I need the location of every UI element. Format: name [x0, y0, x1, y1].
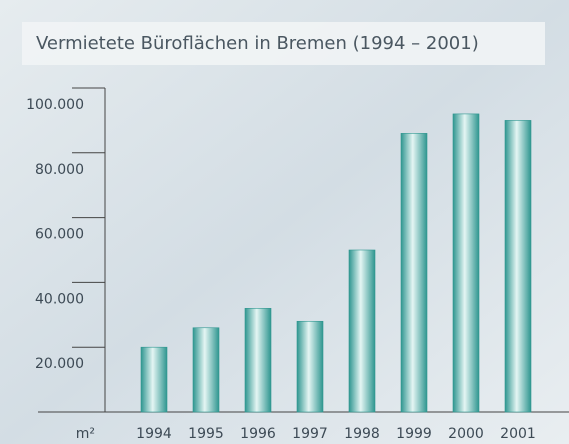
x-tick-label: 2000 [448, 426, 484, 442]
x-tick-label: 2001 [500, 426, 536, 442]
y-tick-label: 100.000 [26, 97, 84, 113]
bar [349, 250, 375, 412]
x-tick-label: 1999 [396, 426, 432, 442]
x-tick-label: 1996 [240, 426, 276, 442]
bar [453, 114, 479, 412]
x-tick-label: 1994 [136, 426, 172, 442]
bar [193, 328, 219, 412]
y-tick-label: 20.000 [35, 356, 84, 372]
bar [141, 347, 167, 412]
y-tick-label: 80.000 [35, 162, 84, 178]
background [0, 0, 569, 444]
bar [401, 133, 427, 412]
x-tick-label: 1998 [344, 426, 380, 442]
bar [505, 120, 531, 412]
chart: Vermietete Büroflächen in Bremen (1994 –… [0, 0, 569, 444]
bar [297, 321, 323, 412]
bar [245, 308, 271, 412]
x-tick-label: 1995 [188, 426, 224, 442]
y-tick-label: 60.000 [35, 227, 84, 243]
chart-title: Vermietete Büroflächen in Bremen (1994 –… [36, 33, 479, 54]
y-unit: m² [76, 426, 95, 442]
y-tick-label: 40.000 [35, 291, 84, 307]
x-tick-label: 1997 [292, 426, 328, 442]
